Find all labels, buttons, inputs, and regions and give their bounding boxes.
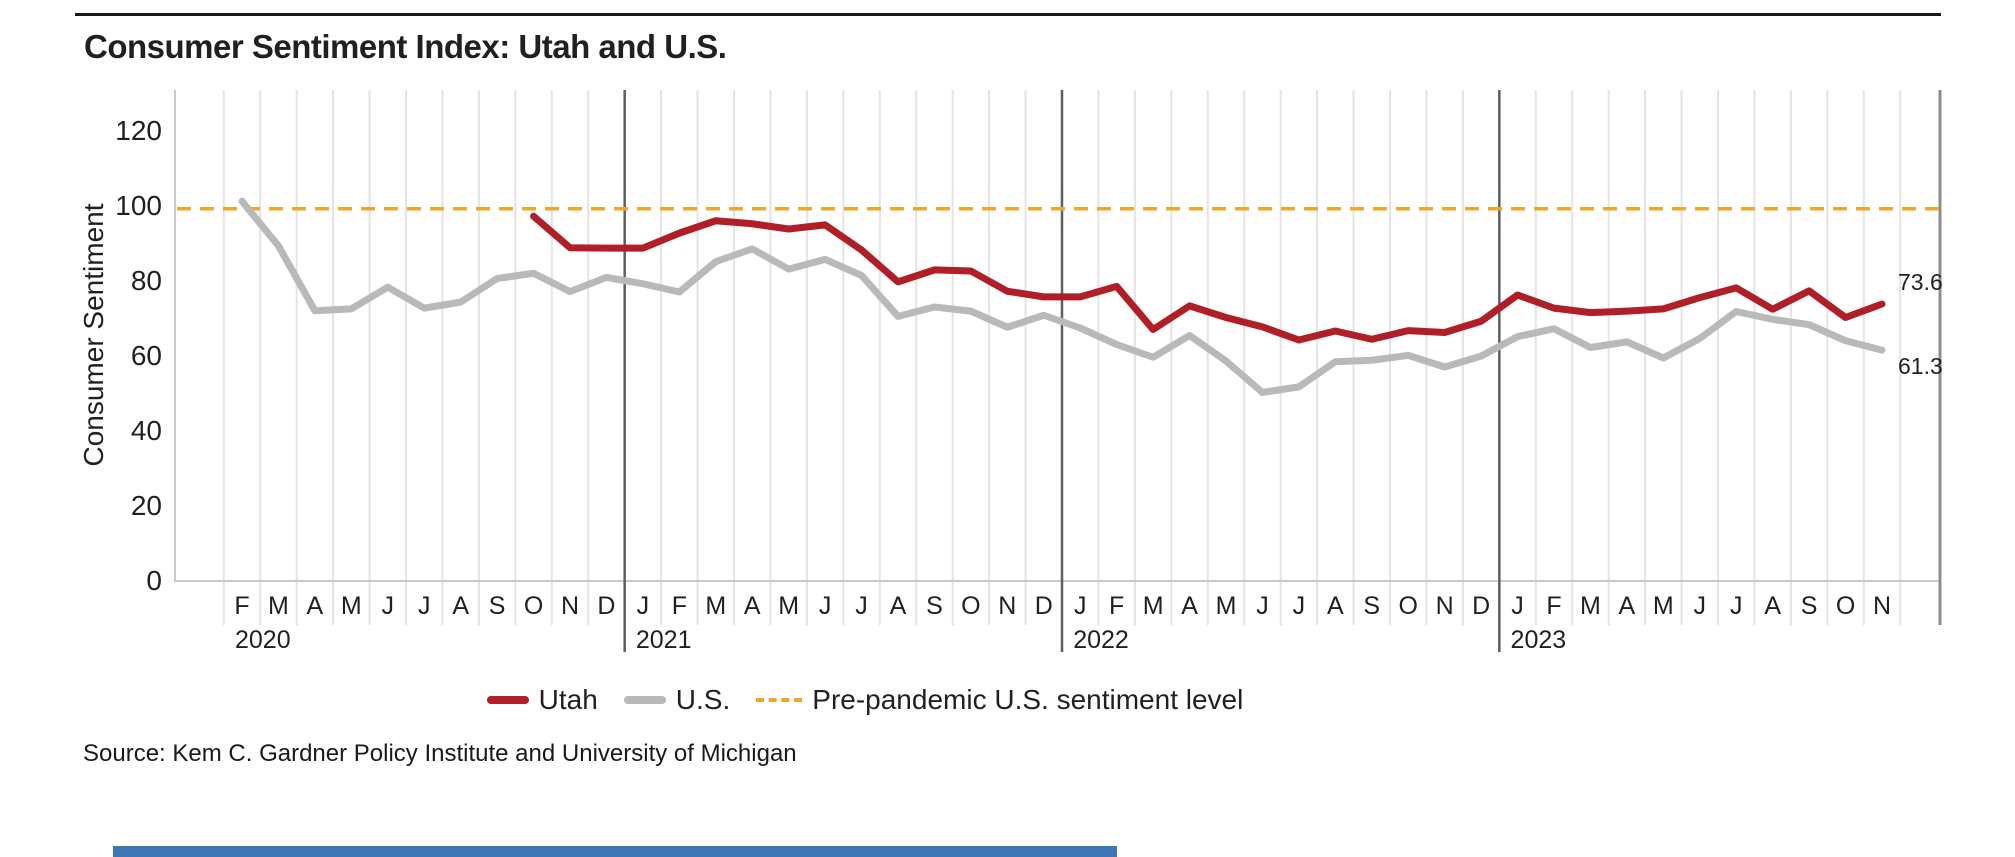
x-tick-month: J <box>418 592 431 620</box>
x-tick-month: J <box>1694 592 1707 620</box>
x-tick-month: N <box>1873 592 1891 620</box>
y-tick-label: 60 <box>131 340 162 371</box>
x-tick-month: A <box>744 592 761 620</box>
us-series-line <box>238 197 1886 396</box>
x-tick-month: N <box>1436 592 1454 620</box>
utah-series-line <box>530 212 1886 344</box>
x-tick-month: A <box>1327 592 1344 620</box>
x-tick-month: A <box>307 592 324 620</box>
legend-label-utah: Utah <box>538 684 598 715</box>
source-note: Source: Kem C. Gardner Policy Institute … <box>83 740 797 767</box>
y-tick-label: 0 <box>146 565 162 596</box>
x-tick-month: F <box>1546 592 1561 620</box>
x-tick-month: S <box>1801 592 1818 620</box>
year-label-2023: 2023 <box>1511 626 1567 654</box>
x-tick-month: J <box>855 592 868 620</box>
year-label-2022: 2022 <box>1073 626 1129 654</box>
x-tick-month: M <box>268 592 289 620</box>
x-tick-month: M <box>341 592 362 620</box>
prepandemic-dashed-swatch <box>756 698 803 702</box>
x-tick-month: M <box>1143 592 1164 620</box>
x-tick-month: D <box>597 592 615 620</box>
x-tick-month: S <box>926 592 943 620</box>
chart-title: Consumer Sentiment Index: Utah and U.S. <box>84 28 727 65</box>
x-tick-month: A <box>1764 592 1781 620</box>
x-tick-month: J <box>1074 592 1087 620</box>
x-tick-month: M <box>705 592 726 620</box>
x-tick-month: S <box>489 592 506 620</box>
x-tick-month: N <box>998 592 1016 620</box>
chart-legend: Utah U.S. Pre-pandemic U.S. sentiment le… <box>75 678 1655 722</box>
x-tick-month: M <box>1580 592 1601 620</box>
x-tick-month: J <box>1256 592 1269 620</box>
y-tick-label: 20 <box>131 490 162 521</box>
x-tick-month: D <box>1035 592 1053 620</box>
top-divider-rule <box>75 13 1941 16</box>
x-tick-month: O <box>961 592 980 620</box>
legend-label-prepandemic: Pre-pandemic U.S. sentiment level <box>812 684 1244 715</box>
x-tick-month: J <box>1730 592 1743 620</box>
y-tick-label: 100 <box>115 190 162 221</box>
y-axis-title: Consumer Sentiment <box>78 203 109 466</box>
end-label-utah: 73.6 <box>1898 269 1943 295</box>
x-tick-month: A <box>452 592 469 620</box>
bottom-accent-bar <box>113 846 1117 857</box>
x-tick-month: D <box>1472 592 1490 620</box>
x-tick-month: A <box>1619 592 1636 620</box>
year-label-2020: 2020 <box>235 626 291 654</box>
y-tick-label: 80 <box>131 265 162 296</box>
x-tick-month: M <box>778 592 799 620</box>
us-line-swatch <box>623 696 666 704</box>
x-tick-month: N <box>561 592 579 620</box>
x-tick-month: F <box>234 592 249 620</box>
legend-label-us: U.S. <box>675 684 731 715</box>
x-tick-month: J <box>1293 592 1306 620</box>
legend-item-us: U.S. <box>623 684 731 716</box>
y-tick-label: 40 <box>131 415 162 446</box>
x-tick-month: A <box>1181 592 1198 620</box>
x-tick-month: A <box>890 592 907 620</box>
x-tick-month: O <box>524 592 543 620</box>
legend-item-prepandemic: Pre-pandemic U.S. sentiment level <box>756 684 1243 716</box>
end-label-us: 61.3 <box>1898 353 1943 379</box>
x-tick-month: F <box>1109 592 1124 620</box>
x-tick-month: S <box>1363 592 1380 620</box>
x-tick-month: M <box>1216 592 1237 620</box>
x-tick-month: J <box>1511 592 1524 620</box>
x-tick-month: M <box>1653 592 1674 620</box>
legend-item-utah: Utah <box>486 684 598 716</box>
x-tick-month: J <box>382 592 395 620</box>
utah-line-swatch <box>486 696 529 704</box>
x-tick-month: F <box>672 592 687 620</box>
year-label-2021: 2021 <box>636 626 692 654</box>
x-tick-month: J <box>819 592 832 620</box>
x-tick-month: O <box>1836 592 1855 620</box>
y-tick-label: 120 <box>115 115 162 146</box>
x-tick-month: O <box>1398 592 1417 620</box>
x-tick-month: J <box>637 592 650 620</box>
